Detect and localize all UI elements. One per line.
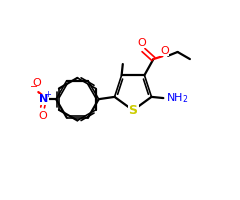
Text: O: O (160, 46, 169, 56)
Text: O: O (33, 78, 42, 88)
Text: O: O (38, 111, 47, 121)
Text: +: + (44, 90, 51, 99)
Text: O: O (138, 38, 146, 48)
Text: S: S (129, 104, 138, 117)
Text: NH$_2$: NH$_2$ (166, 91, 189, 105)
Text: −: − (30, 82, 38, 92)
Text: N: N (39, 94, 48, 104)
